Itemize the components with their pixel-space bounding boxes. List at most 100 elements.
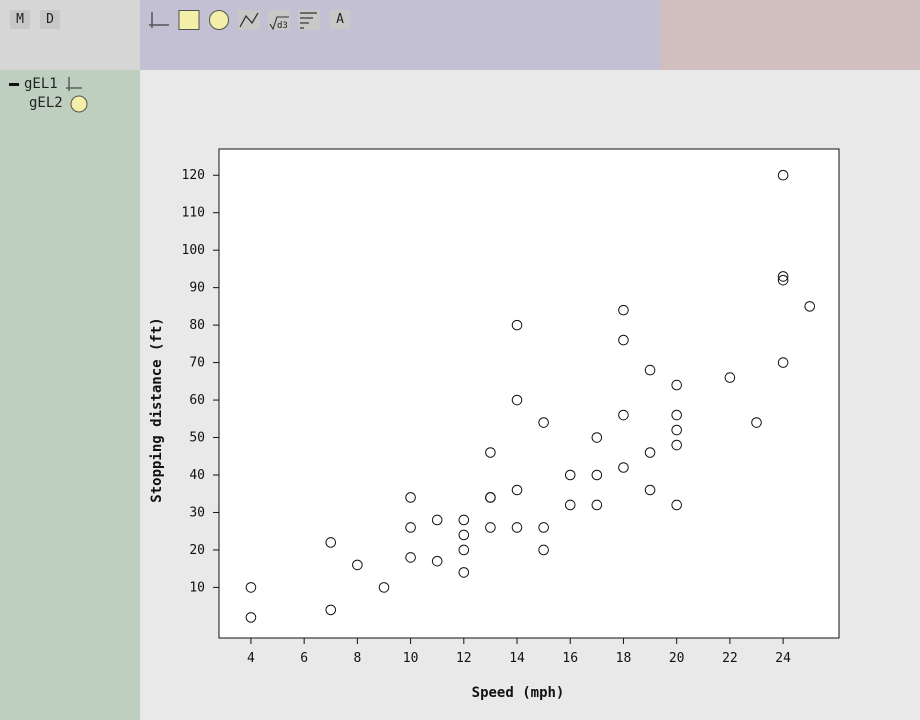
data-point: [458, 544, 470, 556]
data-point: [671, 499, 682, 511]
data-point: [538, 417, 549, 428]
text-icon: A: [336, 12, 344, 27]
circle-icon: [209, 10, 229, 30]
tree-item-label: gEL1: [24, 76, 58, 92]
x-tick-label: 16: [562, 651, 578, 666]
data-point: [777, 274, 789, 286]
data-point: [405, 552, 416, 563]
rectangle-icon: [178, 10, 200, 30]
data-point: [458, 567, 470, 578]
legend-tool-button[interactable]: [298, 10, 320, 30]
data-point: [458, 514, 470, 526]
line-tool-button[interactable]: [238, 10, 260, 30]
y-axis: 10 20 30 40 50 60 70 80 90 100 110 120: [182, 168, 219, 595]
data-point: [591, 499, 603, 511]
mode-m-button[interactable]: M: [10, 10, 30, 29]
data-point: [405, 492, 416, 503]
text-tool-button[interactable]: A: [330, 10, 350, 29]
data-point: [618, 409, 629, 421]
y-tick-label: 20: [189, 543, 205, 558]
y-tick-label: 60: [189, 393, 205, 408]
data-point: [511, 484, 523, 496]
d3-formula-tool-button[interactable]: d3: [268, 10, 290, 30]
data-point: [511, 319, 523, 331]
x-tick-label: 8: [353, 651, 361, 666]
svg-text:d3: d3: [277, 21, 288, 30]
circle-icon: [70, 95, 88, 113]
axes-tool-button[interactable]: [148, 10, 170, 30]
mode-panel: M D: [0, 0, 140, 70]
plot-area: [218, 148, 840, 639]
top-right-panel: [660, 0, 920, 70]
data-point: [564, 469, 576, 481]
data-point: [591, 469, 603, 481]
data-point: [378, 582, 390, 593]
data-point: [777, 169, 789, 181]
data-point: [325, 537, 337, 548]
x-axis-label: Speed (mph): [472, 685, 565, 701]
data-point: [777, 357, 789, 368]
x-tick-label: 10: [403, 651, 419, 666]
scatter-chart: 4 6 8 10 12 14 16 18 20 22 24 10203040506070809010…: [149, 148, 840, 701]
data-point: [671, 424, 682, 436]
data-point: [538, 522, 549, 533]
y-tick-label: 30: [189, 505, 205, 520]
data-points: [245, 169, 816, 623]
x-tick-label: 20: [669, 651, 685, 666]
data-point: [485, 492, 496, 503]
legend-lines-icon: [298, 10, 320, 30]
y-tick-label: 70: [189, 356, 205, 371]
d3-formula-icon: d3: [268, 10, 290, 30]
data-point: [644, 484, 656, 496]
data-point: [618, 462, 629, 473]
data-point: [644, 364, 656, 376]
y-axis-label: Stopping distance (ft): [149, 317, 165, 502]
data-point: [724, 372, 736, 383]
line-icon: [238, 10, 260, 30]
data-point: [671, 439, 682, 451]
x-tick-label: 24: [775, 651, 791, 666]
x-tick-label: 18: [616, 651, 632, 666]
axes-icon: [66, 77, 82, 91]
x-tick-label: 14: [509, 651, 525, 666]
data-point: [591, 432, 603, 443]
y-tick-label: 40: [189, 468, 205, 483]
data-point: [352, 559, 363, 571]
y-tick-label: 120: [182, 168, 205, 183]
data-point: [431, 555, 443, 567]
data-point: [245, 612, 257, 623]
data-point: [245, 582, 257, 593]
data-point: [485, 447, 496, 458]
toolbar: d3 A: [140, 0, 660, 70]
y-tick-label: 90: [189, 281, 205, 296]
mode-d-button[interactable]: D: [40, 10, 60, 29]
data-point: [671, 379, 682, 391]
y-tick-label: 50: [189, 431, 205, 446]
circle-tool-button[interactable]: [208, 10, 230, 30]
x-tick-label: 12: [456, 651, 472, 666]
data-point: [618, 334, 629, 346]
tree-item-gel2[interactable]: gEL2: [0, 95, 140, 113]
rectangle-tool-button[interactable]: [178, 10, 200, 30]
y-tick-label: 80: [189, 318, 205, 333]
drawing-canvas[interactable]: 4 6 8 10 12 14 16 18 20 22 24 10 20 30 40 50 60 70 80 90 10…: [140, 70, 920, 720]
data-point: [618, 304, 629, 316]
axes-icon: [149, 12, 169, 28]
data-point: [431, 514, 443, 526]
x-tick-label: 4: [247, 651, 255, 666]
data-point: [325, 604, 337, 616]
data-point: [485, 522, 496, 533]
data-point: [644, 447, 656, 458]
data-point: [538, 544, 549, 556]
data-point: [804, 301, 816, 312]
data-point: [777, 271, 789, 282]
tree-item-gel1[interactable]: gEL1: [0, 76, 140, 94]
x-tick-label: 6: [300, 651, 308, 666]
data-point: [511, 522, 523, 533]
data-point: [511, 394, 523, 406]
data-point: [405, 522, 416, 533]
y-tick-label: 100: [182, 243, 205, 258]
data-point: [671, 409, 682, 421]
collapse-minus-icon[interactable]: [9, 83, 19, 87]
data-point: [751, 417, 762, 428]
